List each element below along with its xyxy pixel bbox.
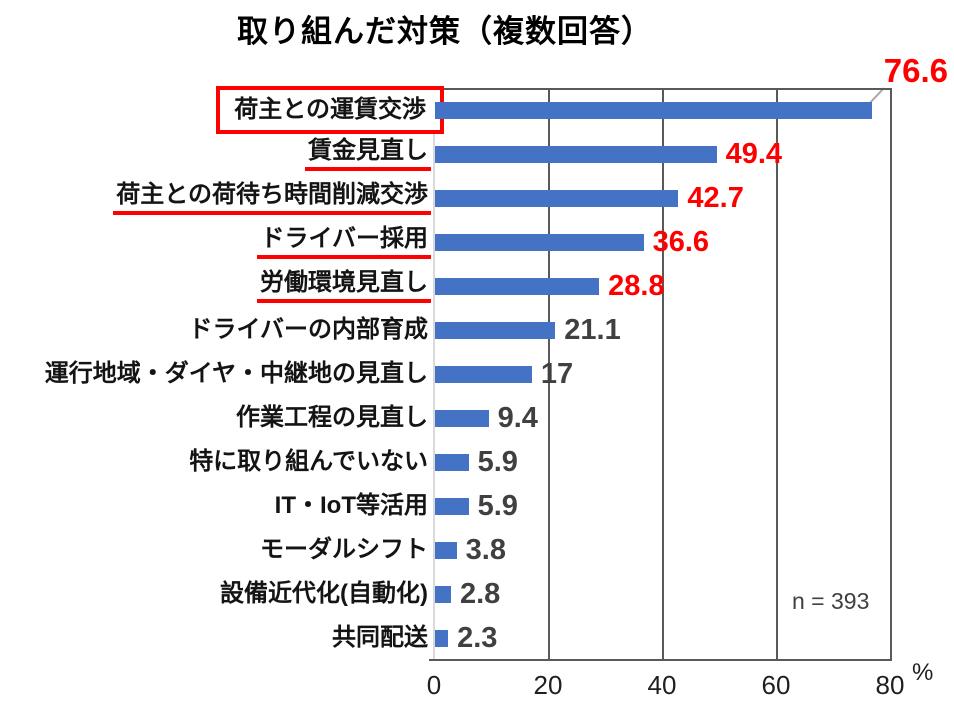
value-label: 3.8 <box>465 533 506 566</box>
category-text: 荷主との運賃交渉 <box>216 86 444 134</box>
category-text: 荷主との荷待ち時間削減交渉 <box>113 181 431 216</box>
category-text: ドライバー採用 <box>257 225 431 260</box>
x-tick-label-80: 80 <box>875 670 905 700</box>
bar <box>435 365 532 383</box>
bar <box>435 453 469 471</box>
value-label: 2.8 <box>459 577 501 610</box>
chart-title: 取り組んだ対策（複数回答） <box>237 14 653 49</box>
bar <box>435 585 451 603</box>
bar <box>435 541 457 559</box>
bar <box>435 233 644 251</box>
x-axis-line <box>429 659 892 661</box>
bar <box>435 409 489 427</box>
value-label: 2.3 <box>457 621 498 654</box>
x-tick-label-60: 60 <box>761 670 791 700</box>
gridline-80 <box>890 88 892 660</box>
category-label: 運行地域・ダイヤ・中継地の見直し <box>0 352 428 396</box>
category-text: ドライバーの内部育成 <box>188 316 428 344</box>
bar <box>435 145 717 163</box>
plot-top-border <box>433 88 892 90</box>
y-axis-line <box>433 88 435 660</box>
gridline-60 <box>776 88 778 660</box>
value-label: 21.1 <box>564 313 621 346</box>
sample-size-note: n = 393 <box>792 588 870 614</box>
value-label-top: 76.6 <box>883 52 948 89</box>
x-axis-unit-label: % <box>912 659 934 686</box>
gridline-40 <box>662 88 664 660</box>
category-text: 運行地域・ダイヤ・中継地の見直し <box>44 360 428 388</box>
category-text: IT・IoT等活用 <box>274 492 428 520</box>
x-tick-label-0: 0 <box>426 670 442 700</box>
category-text: 特に取り組んでいない <box>189 448 428 476</box>
category-label: 労働環境見直し <box>0 264 431 308</box>
bar <box>435 277 600 295</box>
category-text: 共同配送 <box>332 624 428 652</box>
value-label: 9.4 <box>497 401 538 434</box>
value-label: 5.9 <box>477 445 518 478</box>
value-label: 36.6 <box>652 225 710 258</box>
category-text: 賃金見直し <box>305 137 431 172</box>
category-label: ドライバーの内部育成 <box>0 308 428 352</box>
category-text: 労働環境見直し <box>257 269 431 304</box>
bar <box>435 101 872 119</box>
category-label: 共同配送 <box>0 616 428 660</box>
bar <box>435 189 679 207</box>
category-label: モーダルシフト <box>0 528 428 572</box>
category-label: 設備近代化(自動化) <box>0 572 428 616</box>
category-text: 作業工程の見直し <box>236 404 428 432</box>
category-label: 賃金見直し <box>0 132 431 176</box>
category-label: IT・IoT等活用 <box>0 484 428 528</box>
bar <box>435 629 449 647</box>
category-label: ドライバー採用 <box>0 220 431 264</box>
gridline-20 <box>548 88 550 660</box>
x-tick-label-40: 40 <box>647 670 677 700</box>
value-label: 17 <box>540 357 574 390</box>
value-label: 42.7 <box>687 181 744 214</box>
category-text: モーダルシフト <box>260 536 428 564</box>
value-label: 5.9 <box>477 489 518 522</box>
category-label: 荷主との運賃交渉 <box>0 86 444 134</box>
x-tick-label-20: 20 <box>533 670 563 700</box>
category-label: 特に取り組んでいない <box>0 440 428 484</box>
category-label: 荷主との荷待ち時間削減交渉 <box>0 176 431 220</box>
category-label: 作業工程の見直し <box>0 396 428 440</box>
bar <box>435 497 469 515</box>
category-text: 設備近代化(自動化) <box>220 580 428 608</box>
value-label: 49.4 <box>725 137 783 170</box>
value-label: 28.8 <box>608 269 665 302</box>
bar <box>435 321 556 339</box>
